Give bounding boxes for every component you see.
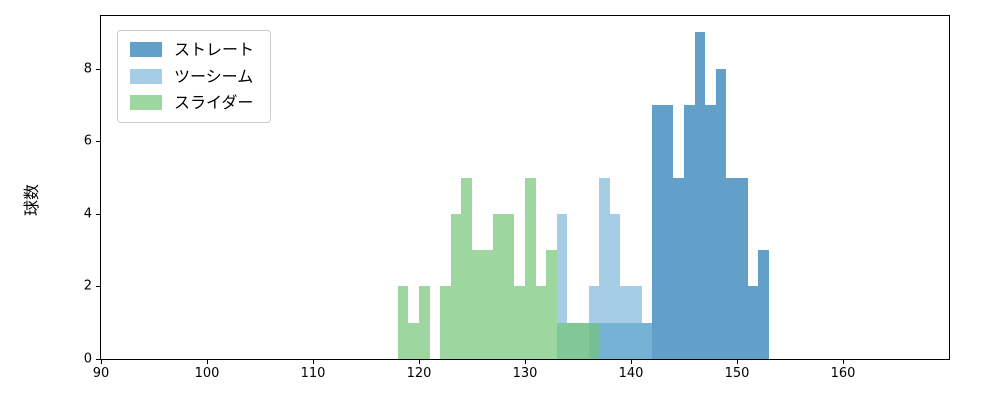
- histogram-bar: [705, 104, 716, 359]
- y-tick-mark: [96, 286, 101, 288]
- histogram-bar: [609, 213, 621, 359]
- histogram-bar: [694, 32, 706, 359]
- y-tick-label: 6: [83, 133, 92, 149]
- y-tick-label: 4: [83, 206, 92, 222]
- histogram-bar: [641, 322, 653, 359]
- histogram-bar: [715, 68, 727, 359]
- y-tick-mark: [96, 359, 101, 360]
- histogram-bar: [726, 177, 737, 359]
- x-tick-mark: [101, 359, 102, 364]
- histogram-bar: [419, 286, 430, 359]
- histogram-bar: [652, 104, 663, 359]
- x-tick-label: 110: [300, 366, 326, 381]
- histogram-bar: [556, 213, 568, 359]
- histogram-bar: [472, 250, 483, 359]
- y-tick-mark: [96, 141, 101, 143]
- histogram-bar: [450, 213, 462, 359]
- histogram-bar: [503, 213, 515, 359]
- x-tick-mark: [313, 359, 314, 364]
- x-tick-label: 130: [512, 366, 538, 381]
- x-tick-label: 160: [830, 366, 856, 381]
- legend-label: スライダー: [174, 93, 254, 113]
- histogram-bar: [578, 322, 589, 359]
- histogram-bar: [461, 177, 472, 359]
- y-tick-mark: [96, 68, 101, 70]
- y-tick-label: 2: [83, 278, 92, 294]
- legend-swatch: [130, 95, 162, 111]
- histogram-bar: [493, 213, 504, 359]
- histogram-bar: [758, 250, 769, 359]
- histogram-bar: [662, 104, 674, 359]
- histogram-bar: [408, 322, 419, 359]
- plot-area: ストレートツーシームスライダー 90 100 110 120 130 140 150 160 0…: [84, 15, 950, 380]
- legend-swatch: [130, 42, 162, 58]
- x-tick-mark: [631, 359, 632, 364]
- x-tick-mark: [737, 359, 738, 364]
- histogram-bar: [556, 322, 568, 359]
- y-tick-mark: [96, 213, 101, 215]
- x-tick-mark: [419, 359, 420, 364]
- histogram-bar: [673, 177, 684, 359]
- legend-label: ツーシーム: [174, 66, 254, 86]
- histogram-bar: [620, 286, 631, 359]
- legend: ストレートツーシームスライダー: [117, 30, 272, 123]
- histogram-bar: [588, 322, 600, 359]
- histogram-bar: [514, 286, 525, 359]
- x-tick-mark: [525, 359, 526, 364]
- histogram-bar: [599, 177, 610, 359]
- x-tick-label: 90: [92, 366, 110, 381]
- legend-swatch: [130, 68, 162, 84]
- histogram-bar: [737, 177, 748, 359]
- legend-item: ストレート: [130, 41, 254, 59]
- histogram-bar: [684, 104, 695, 359]
- histogram-bar: [567, 322, 578, 359]
- histogram-bar: [525, 177, 536, 359]
- y-axis-label: 球数: [22, 183, 41, 217]
- histogram-bar: [535, 286, 547, 359]
- legend-item: ツーシーム: [130, 66, 254, 86]
- y-tick-label: 0: [83, 351, 92, 367]
- legend-item: スライダー: [130, 94, 254, 112]
- histogram-bar: [631, 286, 642, 359]
- histogram-bar: [588, 286, 600, 359]
- x-tick-label: 120: [406, 366, 432, 381]
- x-tick-label: 100: [194, 366, 220, 381]
- x-tick-mark: [207, 359, 208, 364]
- legend-label: ストレート: [174, 40, 255, 59]
- histogram-bar: [440, 286, 451, 359]
- x-tick-mark: [843, 359, 844, 364]
- x-tick-label: 150: [724, 366, 750, 381]
- histogram-bar: [546, 250, 557, 359]
- histogram-bar: [397, 286, 409, 359]
- histogram-bar: [747, 286, 759, 359]
- y-tick-label: 8: [83, 61, 92, 77]
- x-tick-label: 140: [618, 366, 644, 381]
- histogram-bar: [482, 250, 494, 359]
